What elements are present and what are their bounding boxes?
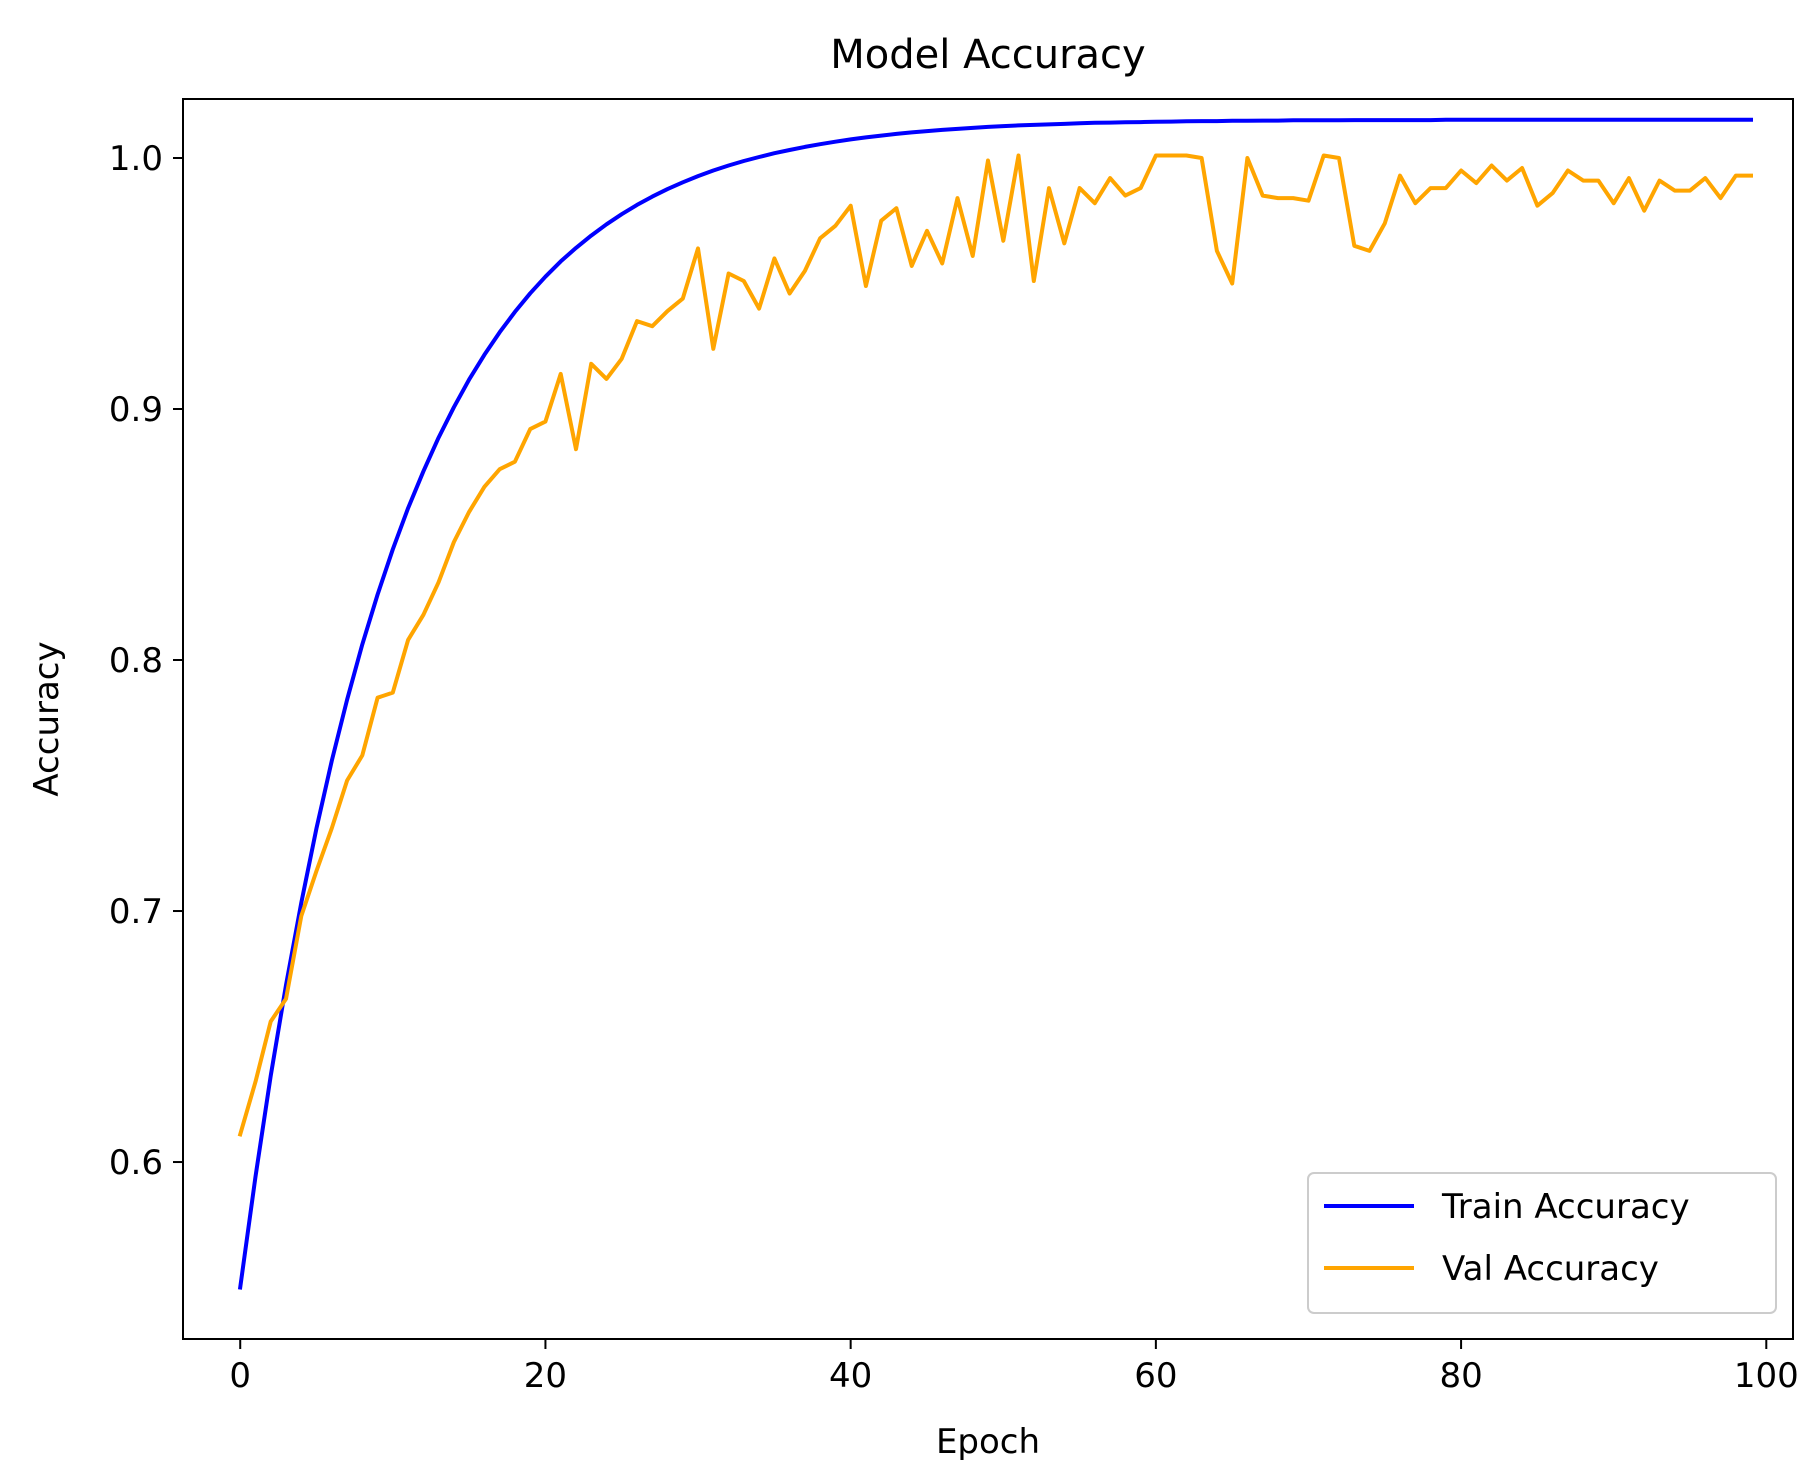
x-tick-label: 100	[1734, 1356, 1799, 1396]
x-tick-label: 0	[229, 1356, 251, 1396]
y-axis-label: Accuracy	[27, 641, 67, 796]
legend-label-train-accuracy: Train Accuracy	[1441, 1187, 1690, 1227]
x-tick-label: 60	[1134, 1356, 1177, 1396]
series-line-val-accuracy	[237, 153, 1753, 1137]
y-tick-label: 0.7	[109, 892, 163, 932]
x-tick-label: 80	[1439, 1356, 1482, 1396]
chart-title: Model Accuracy	[830, 32, 1145, 78]
x-axis-label: Epoch	[936, 1422, 1040, 1462]
x-tick-label: 20	[524, 1356, 567, 1396]
legend-label-val-accuracy: Val Accuracy	[1442, 1249, 1659, 1289]
y-tick-label: 0.6	[109, 1143, 163, 1183]
x-axis-ticks: 0 20 40 60 80 100	[229, 1339, 1799, 1396]
y-axis-ticks: 0.6 0.7 0.8 0.9 1.0	[109, 139, 183, 1183]
plot-area	[182, 98, 1794, 1340]
series-layer	[237, 117, 1753, 1290]
legend: Train Accuracy Val Accuracy	[1307, 1172, 1777, 1314]
legend-frame	[1307, 1172, 1777, 1314]
series-line-train-accuracy	[237, 117, 1753, 1290]
y-tick-label: 1.0	[109, 139, 163, 179]
x-tick-label: 40	[829, 1356, 872, 1396]
y-tick-label: 0.9	[109, 390, 163, 430]
y-tick-label: 0.8	[109, 641, 163, 681]
